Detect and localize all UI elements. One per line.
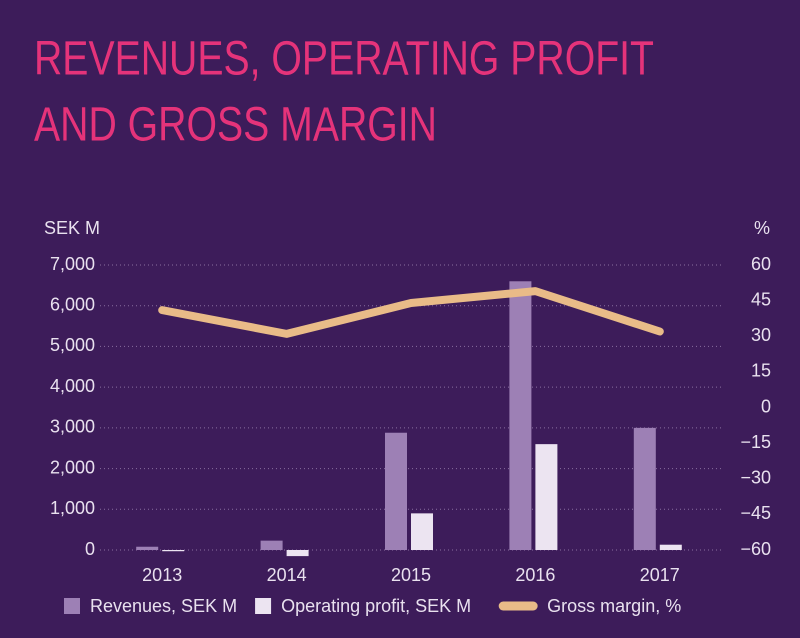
chart-title: AND GROSS MARGIN [34,99,437,152]
y2-tick-label: −60 [740,539,771,559]
y2-tick-label: −15 [740,432,771,452]
x-tick-label: 2017 [640,565,680,585]
y2-tick-label: 0 [761,396,771,416]
y-tick-label: 4,000 [50,376,95,396]
bar [659,544,682,550]
y-tick-label: 7,000 [50,254,95,274]
y2-tick-label: 15 [751,361,771,381]
bar [535,444,558,550]
y2-tick-label: −45 [740,503,771,523]
y-tick-label: 5,000 [50,335,95,355]
y-tick-label: 3,000 [50,417,95,437]
bar [411,513,433,550]
line [158,287,664,338]
x-tick-label: 2016 [515,565,555,585]
legend-label: Revenues, SEK M [90,596,237,616]
x-tick-label: 2013 [142,565,182,585]
chart-title: REVENUES, OPERATING PROFIT [34,33,654,86]
bar [136,546,159,550]
y-axis-label: SEK M [44,218,100,238]
y2-tick-label: 60 [751,254,771,274]
bar [162,550,185,552]
legend-swatch [64,598,80,614]
bar [509,281,532,550]
legend-label: Operating profit, SEK M [281,596,471,616]
y-tick-label: 2,000 [50,457,95,477]
bar [260,540,283,550]
legend-label: Gross margin, % [547,596,681,616]
y2-tick-label: 30 [751,325,771,345]
bar [633,427,656,550]
legend-swatch [255,598,272,614]
bar [286,550,309,557]
x-tick-label: 2015 [391,565,431,585]
y-tick-label: 1,000 [50,498,95,518]
y2-tick-label: −30 [740,468,771,488]
y2-tick-label: 45 [751,289,771,309]
y-tick-label: 6,000 [50,294,95,314]
x-tick-label: 2014 [267,565,307,585]
y2-axis-label: % [754,218,770,238]
y-tick-label: 0 [85,539,95,559]
bar [385,432,407,550]
